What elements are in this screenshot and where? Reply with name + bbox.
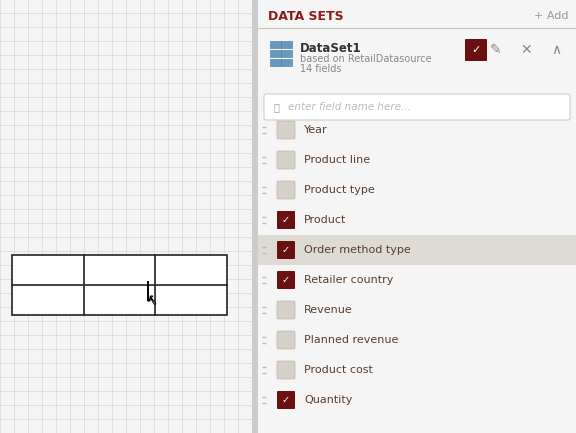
Text: Product cost: Product cost [304,365,373,375]
Text: Order method type: Order method type [304,245,411,255]
Text: Planned revenue: Planned revenue [304,335,399,345]
FancyBboxPatch shape [277,151,295,169]
Text: Quantity: Quantity [304,395,353,405]
FancyBboxPatch shape [277,271,295,289]
Text: 14 fields: 14 fields [300,64,342,74]
FancyBboxPatch shape [277,301,295,319]
Text: Retailer country: Retailer country [304,275,393,285]
Bar [270,50,292,57]
Bar [12,255,227,315]
Text: ∧: ∧ [551,43,561,57]
Text: ✓: ✓ [282,395,290,405]
Text: ✓: ✓ [282,215,290,225]
Text: ✓: ✓ [471,45,481,55]
Text: Product: Product [304,215,346,225]
FancyBboxPatch shape [264,94,570,120]
Text: DATA SETS: DATA SETS [268,10,344,23]
Text: Product line: Product line [304,155,370,165]
Bar [270,59,292,66]
Text: based on RetailDatasource: based on RetailDatasource [300,54,431,64]
Text: ✓: ✓ [282,275,290,285]
FancyBboxPatch shape [277,361,295,379]
Text: ✎: ✎ [490,43,502,57]
Text: Revenue: Revenue [304,305,353,315]
Text: + Add: + Add [533,11,568,21]
FancyBboxPatch shape [465,39,487,61]
Text: Year: Year [304,125,328,135]
FancyBboxPatch shape [277,331,295,349]
Text: ✓: ✓ [282,245,290,255]
Text: 🔍: 🔍 [274,102,280,112]
Bar [258,235,576,265]
Bar [270,41,292,48]
FancyBboxPatch shape [277,181,295,199]
Text: enter field name here...: enter field name here... [288,102,411,112]
Text: Product type: Product type [304,185,375,195]
Text: DataSet1: DataSet1 [300,42,362,55]
FancyBboxPatch shape [277,211,295,229]
Text: ✕: ✕ [520,43,532,57]
Bar [252,0,258,433]
Polygon shape [148,281,156,304]
FancyBboxPatch shape [277,121,295,139]
FancyBboxPatch shape [277,391,295,409]
FancyBboxPatch shape [277,241,295,259]
